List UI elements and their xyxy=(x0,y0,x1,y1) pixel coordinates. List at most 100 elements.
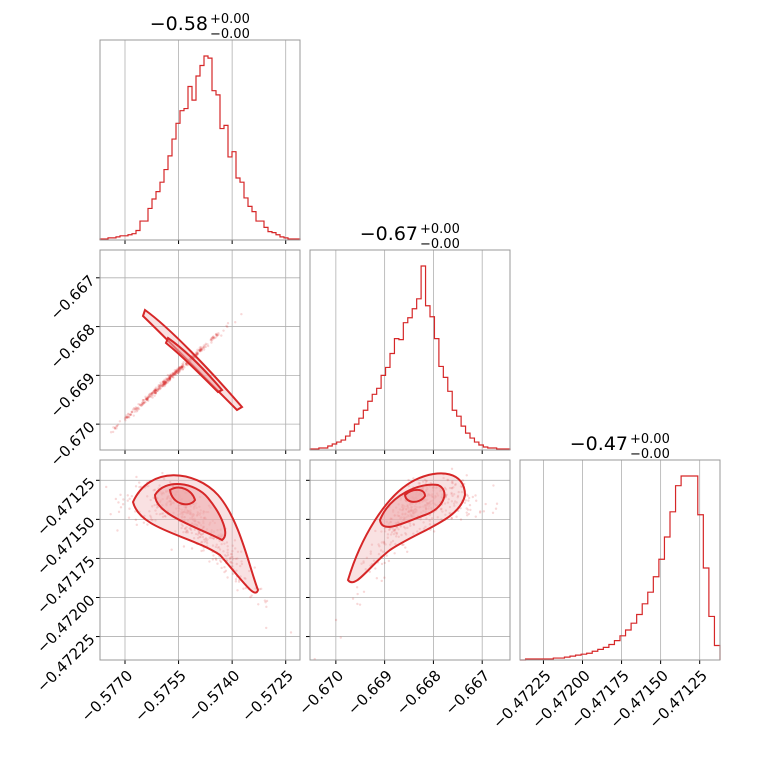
sample-point xyxy=(192,537,196,540)
sample-point xyxy=(145,398,149,401)
sample-point xyxy=(172,373,175,377)
sample-point xyxy=(151,505,154,508)
sample-point xyxy=(167,377,170,380)
sample-point xyxy=(112,426,115,429)
sample-point xyxy=(231,555,234,559)
sample-point xyxy=(244,577,247,580)
sample-point xyxy=(424,525,427,528)
sample-point xyxy=(443,486,447,490)
sample-point xyxy=(388,543,392,546)
sample-point xyxy=(146,397,149,401)
sample-point xyxy=(153,389,156,393)
sample-point xyxy=(185,529,189,532)
sample-point xyxy=(407,484,410,488)
sample-point xyxy=(196,536,200,540)
sample-point xyxy=(135,475,138,479)
sample-point xyxy=(469,508,472,512)
sample-point xyxy=(140,402,144,405)
sample-point xyxy=(387,559,391,563)
sample-point xyxy=(163,514,167,518)
sample-point xyxy=(163,383,166,386)
sample-point xyxy=(185,362,188,366)
sample-point xyxy=(478,511,482,514)
density-contour xyxy=(164,336,224,394)
title-plus: +0.00 xyxy=(420,222,460,237)
sample-point xyxy=(383,576,386,579)
sample-point xyxy=(152,391,155,394)
sample-point xyxy=(172,373,175,376)
sample-point xyxy=(384,543,387,546)
sample-point xyxy=(198,349,201,352)
sample-point xyxy=(423,478,427,482)
sample-point xyxy=(152,391,155,394)
sample-point xyxy=(393,552,396,555)
sample-point xyxy=(170,375,173,378)
sample-point xyxy=(190,531,194,535)
scatter-panel-1-2: −0.670−0.669−0.668−0.667 xyxy=(295,459,511,719)
sample-point xyxy=(199,533,203,536)
sample-point xyxy=(137,402,140,406)
sample-point xyxy=(168,375,171,378)
sample-point xyxy=(199,345,202,349)
sample-point xyxy=(468,503,472,507)
sample-point xyxy=(136,409,139,412)
sample-point xyxy=(145,398,148,401)
sample-point xyxy=(397,528,400,531)
sample-point xyxy=(463,501,467,504)
sample-point xyxy=(177,367,181,370)
sample-point xyxy=(202,344,206,347)
sample-point xyxy=(161,380,164,383)
sample-point xyxy=(382,540,385,544)
sample-point xyxy=(153,391,157,394)
sample-point xyxy=(236,550,240,553)
sample-point xyxy=(161,383,164,387)
x-tick-label: −0.5740 xyxy=(185,667,244,726)
sample-point xyxy=(195,352,198,355)
sample-point xyxy=(171,373,175,376)
sample-point xyxy=(196,533,200,536)
sample-point xyxy=(164,382,167,386)
sample-point xyxy=(364,568,367,571)
sample-point xyxy=(158,484,161,487)
sample-point xyxy=(135,523,139,527)
sample-point xyxy=(168,375,171,378)
sample-point xyxy=(152,391,156,395)
sample-point xyxy=(474,494,477,497)
sample-point xyxy=(114,497,118,501)
sample-point xyxy=(189,527,192,530)
sample-point xyxy=(334,618,338,622)
title-plus: +0.00 xyxy=(210,12,250,27)
sample-point xyxy=(265,605,268,609)
sample-point xyxy=(495,502,499,505)
sample-point xyxy=(375,577,379,580)
sample-point xyxy=(171,372,175,375)
sample-point xyxy=(175,370,179,374)
hist-panel-0: −0.58 +0.00−0.00 xyxy=(99,12,301,244)
sample-point xyxy=(180,365,183,369)
sample-point xyxy=(145,397,149,401)
sample-point xyxy=(169,375,173,378)
sample-point xyxy=(203,346,206,349)
panel-frame xyxy=(99,459,301,661)
sample-point xyxy=(164,377,168,380)
sample-point xyxy=(138,403,142,407)
sample-point xyxy=(141,398,145,402)
sample-point xyxy=(465,493,468,496)
sample-point xyxy=(146,395,150,398)
sample-point xyxy=(484,502,487,506)
sample-point xyxy=(242,587,245,590)
sample-point xyxy=(173,373,176,376)
sample-point xyxy=(257,603,260,606)
sample-point xyxy=(171,375,175,378)
sample-point xyxy=(204,345,207,349)
sample-point xyxy=(210,339,213,342)
sample-point xyxy=(205,540,208,543)
sample-point xyxy=(250,594,253,597)
sample-point xyxy=(394,531,397,534)
sample-point xyxy=(151,518,154,522)
sample-point xyxy=(115,427,118,430)
sample-point xyxy=(439,508,443,511)
sample-point xyxy=(454,482,457,486)
sample-point xyxy=(225,324,228,328)
sample-point xyxy=(200,348,203,351)
